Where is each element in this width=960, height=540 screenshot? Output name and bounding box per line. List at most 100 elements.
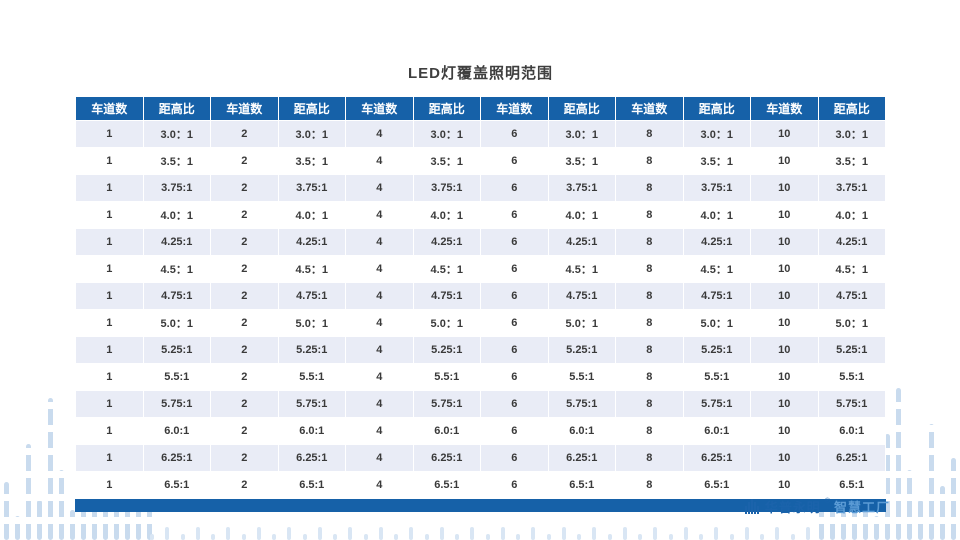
lane-ratio-table-wrap: 车道数 距高比 车道数 距高比 车道数 距高比 车道数 距高比 车道数 距高比 车道数 距高比 1 3.… bbox=[75, 96, 886, 512]
ratio-cell: 5.25:1 bbox=[412, 336, 481, 364]
table-row: 1 6.5:1 2 6.5:1 4 6.5:1 6 6.5:1 8 6.5:1 10 6.5:1 bbox=[75, 471, 886, 499]
decor-bar bbox=[70, 510, 75, 540]
ratio-cell: 6.5:1 bbox=[412, 471, 481, 499]
lane-count-cell: 2 bbox=[210, 336, 279, 364]
lane-count-cell: 6 bbox=[480, 363, 549, 391]
decor-tick bbox=[333, 534, 337, 540]
page-title: LED灯覆盖照明范围 bbox=[407, 65, 553, 82]
ratio-cell: 6.0:1 bbox=[547, 417, 616, 445]
decor-tick bbox=[180, 534, 185, 540]
lane-count-cell: 4 bbox=[345, 309, 414, 337]
ratio-cell: 4.0：1 bbox=[817, 201, 886, 229]
decor-bar bbox=[59, 470, 64, 540]
ratio-cell: 5.5:1 bbox=[412, 363, 481, 391]
ratio-cell: 4.75:1 bbox=[547, 282, 616, 310]
decor-tick bbox=[729, 534, 734, 540]
ratio-cell: 6.25:1 bbox=[142, 444, 211, 472]
decor-tick bbox=[805, 527, 810, 540]
ratio-cell: 3.5：1 bbox=[277, 147, 346, 175]
decor-tick bbox=[653, 527, 658, 540]
lane-count-cell: 6 bbox=[480, 120, 549, 148]
lane-count-cell: 8 bbox=[615, 336, 684, 364]
ratio-cell: 5.5:1 bbox=[547, 363, 616, 391]
brand-suffix: 智慧工厂 bbox=[833, 499, 890, 515]
lane-count-cell: 8 bbox=[615, 309, 684, 337]
header-cell-ratio: 距高比 bbox=[412, 96, 481, 121]
ratio-cell: 6.0:1 bbox=[277, 417, 346, 445]
lane-count-cell: 6 bbox=[480, 417, 549, 445]
lane-count-cell: 1 bbox=[75, 309, 144, 337]
lane-count-cell: 6 bbox=[480, 255, 549, 283]
lane-count-cell: 2 bbox=[210, 120, 279, 148]
lane-count-cell: 1 bbox=[75, 147, 144, 175]
lane-count-cell: 4 bbox=[345, 471, 414, 499]
lane-count-cell: 2 bbox=[210, 363, 279, 391]
decor-tick bbox=[546, 534, 551, 540]
ratio-cell: 3.75:1 bbox=[547, 174, 616, 202]
lane-count-cell: 2 bbox=[210, 390, 279, 418]
ratio-cell: 5.0：1 bbox=[817, 309, 886, 337]
lane-count-cell: 4 bbox=[345, 174, 414, 202]
decor-tick bbox=[683, 527, 688, 540]
decor-tick bbox=[760, 534, 764, 540]
lane-count-cell: 6 bbox=[480, 282, 549, 310]
lane-count-cell: 1 bbox=[75, 390, 144, 418]
ratio-cell: 6.5:1 bbox=[547, 471, 616, 499]
table-row: 1 6.25:1 2 6.25:1 4 6.25:1 6 6.25:1 8 6.25:1 10 6.2… bbox=[75, 444, 886, 472]
header-cell-ratio: 距高比 bbox=[277, 96, 346, 121]
decor-tick bbox=[287, 527, 292, 540]
decor-tick bbox=[699, 534, 703, 540]
ratio-cell: 3.75:1 bbox=[412, 174, 481, 202]
decor-tick bbox=[714, 527, 719, 540]
table-row: 1 5.75:1 2 5.75:1 4 5.75:1 6 5.75:1 8 5.75:1 10 5.7… bbox=[75, 390, 886, 418]
lane-count-cell: 8 bbox=[615, 174, 684, 202]
lane-count-cell: 1 bbox=[75, 255, 144, 283]
ratio-cell: 4.0：1 bbox=[682, 201, 751, 229]
header-cell-lanes: 车道数 bbox=[750, 96, 819, 121]
lane-count-cell: 6 bbox=[480, 147, 549, 175]
lane-count-cell: 10 bbox=[750, 228, 819, 256]
ratio-cell: 5.75:1 bbox=[817, 390, 886, 418]
ratio-cell: 3.75:1 bbox=[277, 174, 346, 202]
lane-count-cell: 4 bbox=[345, 363, 414, 391]
ratio-cell: 4.0：1 bbox=[142, 201, 211, 229]
ratio-cell: 6.0:1 bbox=[817, 417, 886, 445]
lane-count-cell: 10 bbox=[750, 444, 819, 472]
ratio-cell: 4.5：1 bbox=[682, 255, 751, 283]
ratio-cell: 4.5：1 bbox=[277, 255, 346, 283]
lane-count-cell: 4 bbox=[345, 120, 414, 148]
lane-count-cell: 4 bbox=[345, 228, 414, 256]
decor-bar bbox=[4, 482, 9, 540]
decor-tick bbox=[561, 527, 566, 540]
lane-count-cell: 1 bbox=[75, 363, 144, 391]
decor-tick bbox=[790, 534, 795, 540]
header-cell-lanes: 车道数 bbox=[75, 96, 144, 121]
ratio-cell: 4.75:1 bbox=[682, 282, 751, 310]
lane-count-cell: 8 bbox=[615, 147, 684, 175]
ratio-cell: 4.75:1 bbox=[277, 282, 346, 310]
table-row: 1 5.0：1 2 5.0：1 4 5.0：1 6 5.0：1 8 5.0：1 10 5.0：1 bbox=[75, 309, 886, 337]
ratio-cell: 3.5：1 bbox=[682, 147, 751, 175]
lane-count-cell: 4 bbox=[345, 255, 414, 283]
table-row: 1 3.75:1 2 3.75:1 4 3.75:1 6 3.75:1 8 3.75:1 10 3.7… bbox=[75, 174, 886, 202]
header-cell-ratio: 距高比 bbox=[547, 96, 616, 121]
decor-tick bbox=[226, 527, 231, 540]
table-row: 1 4.25:1 2 4.25:1 4 4.25:1 6 4.25:1 8 4.25:1 10 4.2… bbox=[75, 228, 886, 256]
ratio-cell: 3.0：1 bbox=[277, 120, 346, 148]
lane-count-cell: 6 bbox=[480, 201, 549, 229]
ratio-cell: 6.5:1 bbox=[142, 471, 211, 499]
lane-count-cell: 1 bbox=[75, 444, 144, 472]
table-row: 1 4.0：1 2 4.0：1 4 4.0：1 6 4.0：1 8 4.0：1 10 4.0：1 bbox=[75, 201, 886, 229]
lane-count-cell: 4 bbox=[345, 444, 414, 472]
ratio-cell: 5.5:1 bbox=[142, 363, 211, 391]
lane-count-cell: 10 bbox=[750, 309, 819, 337]
ratio-cell: 4.5：1 bbox=[142, 255, 211, 283]
lane-count-cell: 4 bbox=[345, 417, 414, 445]
ratio-cell: 5.0：1 bbox=[277, 309, 346, 337]
ratio-cell: 4.75:1 bbox=[142, 282, 211, 310]
lane-count-cell: 2 bbox=[210, 309, 279, 337]
lane-count-cell: 6 bbox=[480, 390, 549, 418]
lane-count-cell: 10 bbox=[750, 363, 819, 391]
decor-tick bbox=[211, 534, 215, 540]
header-cell-ratio: 距高比 bbox=[817, 96, 886, 121]
